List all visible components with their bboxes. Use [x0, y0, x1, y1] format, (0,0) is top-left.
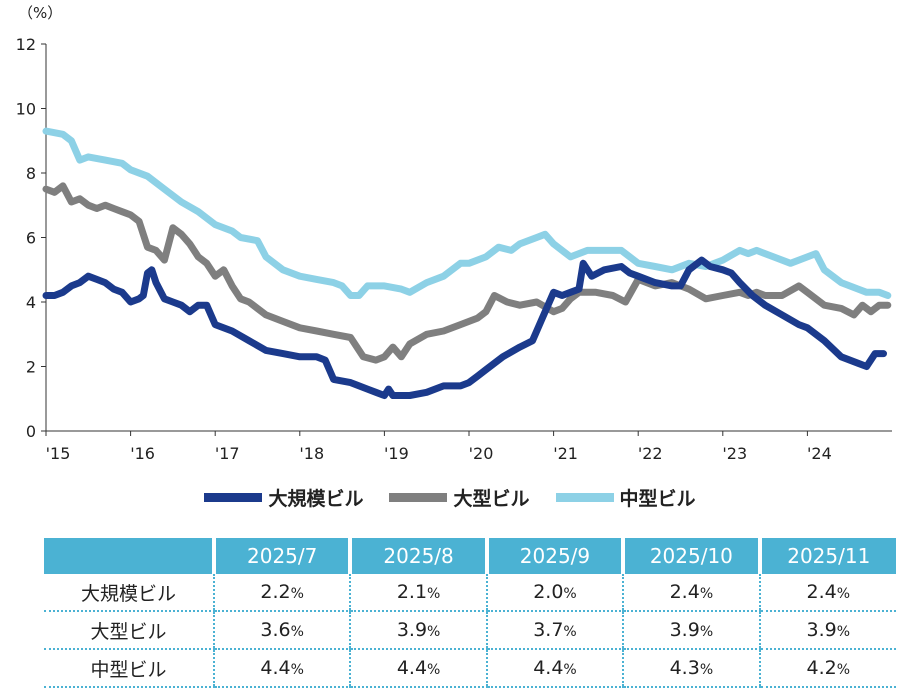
table-cell: 2.2% — [212, 574, 351, 612]
table-cell-value: 3.7 — [533, 619, 564, 641]
table-cell: 4.3% — [622, 649, 760, 688]
y-tick-label: 2 — [26, 358, 36, 377]
table-row: 大規模ビル 2.2% 2.1% 2.0% 2.4% 2.4% — [44, 574, 896, 612]
x-tick-label: '17 — [215, 444, 240, 463]
legend-swatch-medium — [555, 493, 614, 502]
table-cell: 3.6% — [212, 611, 351, 650]
table-cell: 3.9% — [622, 611, 760, 650]
table-header-row: 2025/7 2025/8 2025/9 2025/10 2025/11 — [44, 538, 896, 574]
table-header-cell: 2025/10 — [621, 538, 760, 574]
legend-swatch-large-scale — [204, 493, 263, 502]
table-cell-percent-sign: % — [290, 586, 304, 602]
table-cell: 2.4% — [758, 574, 896, 612]
table-cell: 3.9% — [758, 611, 896, 650]
chart-axes: 0 2 4 6 8 10 12 '15 '16 '17 '18 '19 '20 '21 '22 '23 '24 — [16, 35, 892, 463]
legend-label: 中型ビル — [619, 488, 696, 510]
table-cell: 2.1% — [349, 574, 487, 612]
x-tick-label: '22 — [638, 444, 663, 463]
table-cell: 2.0% — [485, 574, 624, 612]
x-tick-label: '21 — [553, 444, 578, 463]
table-row-label: 中型ビル — [44, 649, 214, 688]
table-corner-cell — [44, 538, 214, 574]
table-cell-percent-sign: % — [563, 662, 577, 678]
legend-swatch-large — [389, 493, 448, 502]
legend-label: 大規模ビル — [268, 488, 364, 510]
legend-item-large: 大型ビル — [389, 484, 530, 511]
table-cell-value: 4.4 — [533, 657, 564, 679]
table-cell-value: 3.9 — [396, 619, 428, 641]
legend-item-medium: 中型ビル — [555, 484, 696, 511]
table-cell: 3.7% — [485, 611, 624, 650]
table-cell-value: 2.4 — [669, 581, 700, 603]
table-cell-value: 4.3 — [669, 657, 700, 679]
table-header-cell: 2025/11 — [757, 538, 896, 574]
monthly-vacancy-table: 2025/7 2025/8 2025/9 2025/10 2025/11 大規模… — [44, 538, 896, 688]
y-tick-label: 12 — [16, 35, 36, 54]
table-body: 大規模ビル 2.2% 2.1% 2.0% 2.4% 2.4% 大型ビル 3.6% 3.9% 3.7… — [44, 574, 896, 688]
legend-label: 大型ビル — [453, 488, 530, 510]
x-tick-label: '19 — [384, 444, 409, 463]
x-tick-label: '23 — [722, 444, 747, 463]
table-cell-percent-sign: % — [290, 662, 304, 678]
table-cell-percent-sign: % — [427, 586, 441, 602]
legend-item-large-scale: 大規模ビル — [204, 484, 363, 511]
x-tick-label: '16 — [130, 444, 155, 463]
table-cell: 4.4% — [349, 649, 487, 688]
y-axis-unit-label: （%） — [18, 4, 62, 22]
table-cell-percent-sign: % — [427, 662, 441, 678]
table-cell-value: 2.4 — [806, 581, 837, 603]
series-line-0 — [42, 256, 887, 399]
table-row-label: 大規模ビル — [44, 574, 214, 612]
table-cell-value: 3.9 — [806, 619, 837, 641]
table-header-cell: 2025/7 — [211, 538, 351, 574]
table-cell-percent-sign: % — [563, 586, 577, 602]
table-cell-value: 3.9 — [669, 619, 700, 641]
table-cell-percent-sign: % — [563, 624, 577, 640]
table-cell-percent-sign: % — [290, 624, 304, 640]
x-tick-label: '20 — [469, 444, 494, 463]
y-tick-label: 4 — [26, 293, 36, 312]
table-cell-value: 2.0 — [533, 581, 564, 603]
table-cell-value: 4.2 — [806, 657, 837, 679]
table-cell: 4.2% — [758, 649, 896, 688]
table-header-cell: 2025/9 — [484, 538, 624, 574]
table-cell-percent-sign: % — [699, 662, 714, 678]
table-cell-percent-sign: % — [836, 624, 851, 640]
x-tick-label: '18 — [299, 444, 324, 463]
table-cell: 3.9% — [349, 611, 487, 650]
table-cell-percent-sign: % — [836, 662, 851, 678]
table-cell: 4.4% — [485, 649, 624, 688]
y-tick-label: 10 — [16, 100, 36, 119]
table-row-label: 大型ビル — [44, 611, 214, 650]
vacancy-rate-chart: （%） 0 2 4 6 8 10 12 '15 '16 '17 '18 '19 '20 '21 '22 '23… — [16, 4, 892, 463]
table-cell-value: 3.6 — [260, 619, 291, 641]
table-row: 大型ビル 3.6% 3.9% 3.7% 3.9% 3.9% — [44, 611, 896, 650]
x-tick-label: '15 — [46, 444, 71, 463]
chart-series-layer — [42, 127, 892, 399]
table-cell-percent-sign: % — [699, 586, 714, 602]
table-cell: 4.4% — [212, 649, 351, 688]
table-cell-percent-sign: % — [836, 586, 851, 602]
y-tick-label: 0 — [26, 422, 36, 441]
table-row: 中型ビル 4.4% 4.4% 4.4% 4.3% 4.2% — [44, 649, 896, 688]
series-line-1 — [42, 182, 892, 364]
y-tick-label: 6 — [26, 229, 36, 248]
table-cell-value: 2.2 — [260, 581, 291, 603]
table-header-cell: 2025/8 — [348, 538, 487, 574]
table-cell-value: 4.4 — [396, 657, 428, 679]
x-tick-label: '24 — [807, 444, 832, 463]
table-cell-value: 4.4 — [260, 657, 291, 679]
series-line-2 — [42, 127, 892, 299]
table-cell-percent-sign: % — [699, 624, 714, 640]
chart-legend: 大規模ビル 大型ビル 中型ビル — [0, 484, 900, 511]
table-cell: 2.4% — [622, 574, 760, 612]
table-cell-percent-sign: % — [427, 624, 441, 640]
y-tick-label: 8 — [26, 164, 36, 183]
table-cell-value: 2.1 — [396, 581, 428, 603]
